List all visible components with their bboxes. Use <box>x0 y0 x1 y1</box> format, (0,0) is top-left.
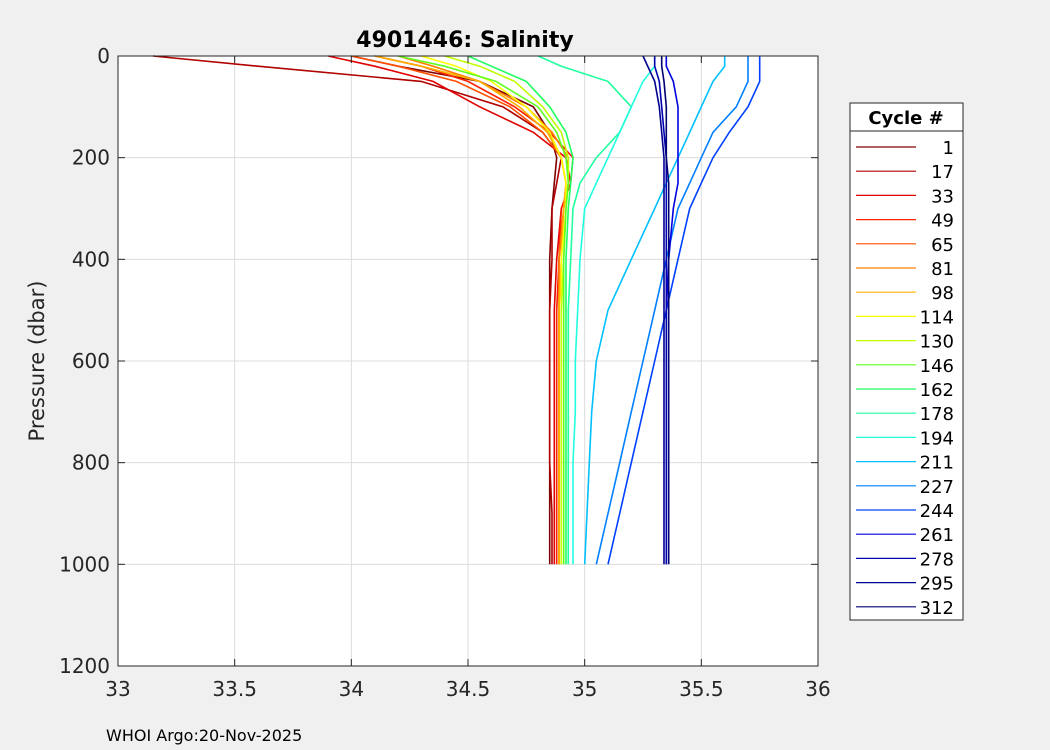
series-line-cycle-278 <box>653 56 668 565</box>
legend-label-278: 278 <box>920 549 954 570</box>
series-line-cycle-194 <box>572 56 656 565</box>
chart-title: 4901446: Salinity <box>356 28 573 53</box>
footer-text: WHOI Argo:20-Nov-2025 <box>106 726 302 745</box>
x-tick-label: 34.5 <box>446 677 491 701</box>
legend-label-98: 98 <box>931 283 954 304</box>
legend-label-227: 227 <box>920 477 954 498</box>
legend-label-114: 114 <box>920 307 954 328</box>
x-tick-label: 33 <box>105 677 130 701</box>
y-tick-label: 1000 <box>59 552 110 576</box>
legend-entries: 1 17 33 49 65 81 98 114 130 146 162 178 194 211 227 244… <box>856 138 954 619</box>
legend-label-33: 33 <box>931 186 954 207</box>
y-tick-label: 0 <box>97 44 110 68</box>
series-line-cycle-49 <box>374 55 574 565</box>
series-line-cycle-178 <box>537 55 633 565</box>
y-tick-label: 600 <box>72 349 110 373</box>
legend-label-81: 81 <box>931 259 954 280</box>
legend-label-295: 295 <box>920 574 954 595</box>
legend-label-211: 211 <box>920 453 954 474</box>
x-tick-label: 35.5 <box>679 677 724 701</box>
y-tick-label: 400 <box>72 247 110 271</box>
series-line-cycle-146 <box>397 55 570 565</box>
x-tick-label: 36 <box>805 677 830 701</box>
legend-label-162: 162 <box>920 380 954 401</box>
legend-label-312: 312 <box>920 598 954 619</box>
legend-label-194: 194 <box>920 428 954 449</box>
y-tick-label: 200 <box>72 146 110 170</box>
series-layer <box>152 55 761 565</box>
legend-label-49: 49 <box>931 211 954 232</box>
legend-label-146: 146 <box>920 356 954 377</box>
legend: Cycle # 1 17 33 49 65 81 98 114 130 146 162 178 194 2… <box>849 102 964 621</box>
y-axis: 0 200 400 600 800 1000 1200 <box>59 44 818 678</box>
x-tick-label: 34 <box>339 677 364 701</box>
y-tick-label: 800 <box>72 451 110 475</box>
series-line-cycle-211 <box>583 56 726 565</box>
y-axis-label: Pressure (dbar) <box>25 281 49 442</box>
legend-label-65: 65 <box>931 235 954 256</box>
x-axis: 33 33.5 34 34.5 35 35.5 36 <box>105 56 831 701</box>
x-tick-label: 35 <box>572 677 597 701</box>
legend-label-178: 178 <box>920 404 954 425</box>
series-line-cycle-162 <box>467 55 574 565</box>
series-line-cycle-98 <box>374 55 567 565</box>
legend-label-261: 261 <box>920 525 954 546</box>
series-line-cycle-244 <box>607 56 761 565</box>
series-line-cycle-295 <box>642 55 665 565</box>
x-tick-label: 33.5 <box>212 677 257 701</box>
series-line-cycle-227 <box>595 56 749 565</box>
legend-label-244: 244 <box>920 501 954 522</box>
legend-label-17: 17 <box>931 162 954 183</box>
legend-label-1: 1 <box>943 138 954 159</box>
series-line-cycle-312 <box>660 56 670 565</box>
legend-label-130: 130 <box>920 332 954 353</box>
legend-title: Cycle # <box>868 108 943 129</box>
y-tick-label: 1200 <box>59 654 110 678</box>
